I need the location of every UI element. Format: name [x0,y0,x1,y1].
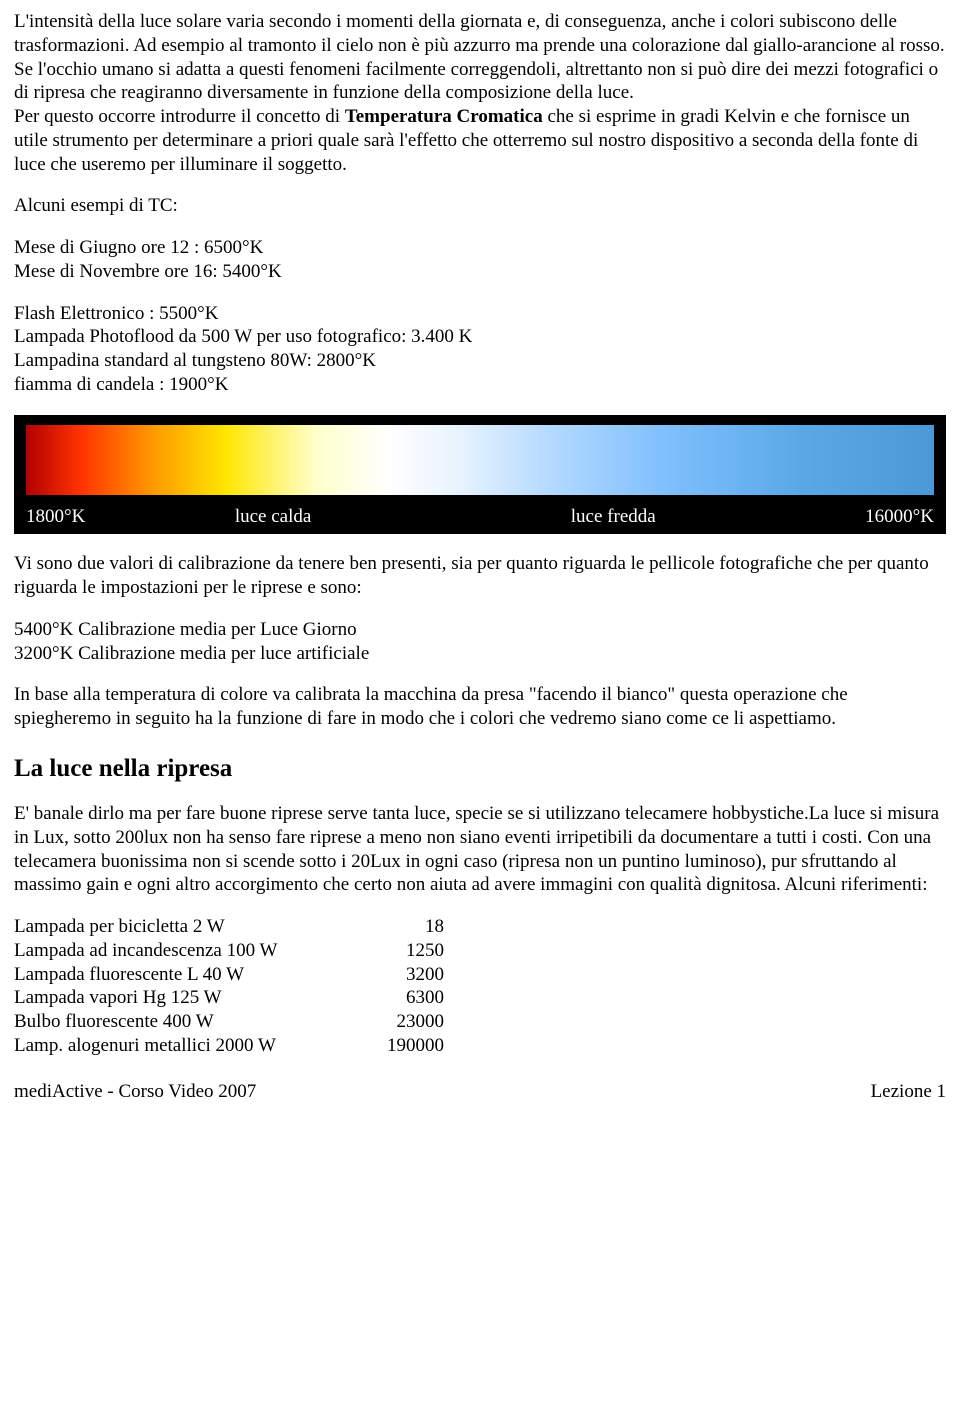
color-temperature-gradient: 1800°K luce calda luce fredda 16000°K [14,415,946,535]
tc-examples-heading: Alcuni esempi di TC: [14,194,946,218]
paragraph: L'intensità della luce solare varia seco… [14,10,946,176]
lux-value: 23000 [354,1010,444,1034]
calibration-values: 5400°K Calibrazione media per Luce Giorn… [14,618,946,666]
gradient-label-low-k: 1800°K [26,505,235,529]
text: Mese di Giugno ore 12 : 6500°K [14,237,263,258]
lux-row: Lampada fluorescente L 40 W3200 [14,963,946,987]
footer-right: Lezione 1 [871,1080,946,1104]
text: Se l'occhio umano si adatta a questi fen… [14,59,938,104]
text: L'intensità della luce solare varia seco… [14,11,945,56]
text: Lampada Photoflood da 500 W per uso foto… [14,326,472,347]
lux-table: Lampada per bicicletta 2 W18Lampada ad i… [14,915,946,1058]
lux-label: Lamp. alogenuri metallici 2000 W [14,1034,354,1058]
lux-label: Lampada ad incandescenza 100 W [14,939,354,963]
lux-row: Lamp. alogenuri metallici 2000 W190000 [14,1034,946,1058]
gradient-label-high-k: 16000°K [825,505,934,529]
lux-label: Bulbo fluorescente 400 W [14,1010,354,1034]
text: fiamma di candela : 1900°K [14,374,228,395]
lux-label: Lampada vapori Hg 125 W [14,986,354,1010]
text: Lampadina standard al tungsteno 80W: 280… [14,350,376,371]
ripresa-paragraph: E' banale dirlo ma per fare buone ripres… [14,802,946,897]
section-title-luce-ripresa: La luce nella ripresa [14,753,946,784]
text: 5400°K Calibrazione media per Luce Giorn… [14,619,357,640]
lux-value: 3200 [354,963,444,987]
page-footer: mediActive - Corso Video 2007 Lezione 1 [14,1080,946,1104]
calibration-paragraph: In base alla temperatura di colore va ca… [14,683,946,731]
gradient-labels: 1800°K luce calda luce fredda 16000°K [26,505,934,529]
lux-row: Lampada vapori Hg 125 W6300 [14,986,946,1010]
text: Per questo occorre introdurre il concett… [14,106,345,127]
lux-label: Lampada per bicicletta 2 W [14,915,354,939]
lux-row: Lampada per bicicletta 2 W18 [14,915,946,939]
calibration-intro: Vi sono due valori di calibrazione da te… [14,552,946,600]
lux-row: Lampada ad incandescenza 100 W1250 [14,939,946,963]
tc-sources: Flash Elettronico : 5500°K Lampada Photo… [14,302,946,397]
text: 3200°K Calibrazione media per luce artif… [14,643,369,664]
text: Mese di Novembre ore 16: 5400°K [14,261,282,282]
text: Flash Elettronico : 5500°K [14,303,218,324]
gradient-bar [26,425,934,495]
term-temperatura-cromatica: Temperatura Cromatica [345,106,543,127]
tc-months: Mese di Giugno ore 12 : 6500°K Mese di N… [14,236,946,284]
lux-value: 18 [354,915,444,939]
lux-label: Lampada fluorescente L 40 W [14,963,354,987]
gradient-label-warm: luce calda [235,505,571,529]
lux-value: 1250 [354,939,444,963]
gradient-label-cold: luce fredda [571,505,825,529]
lux-value: 6300 [354,986,444,1010]
footer-left: mediActive - Corso Video 2007 [14,1080,256,1104]
lux-value: 190000 [354,1034,444,1058]
lux-row: Bulbo fluorescente 400 W23000 [14,1010,946,1034]
